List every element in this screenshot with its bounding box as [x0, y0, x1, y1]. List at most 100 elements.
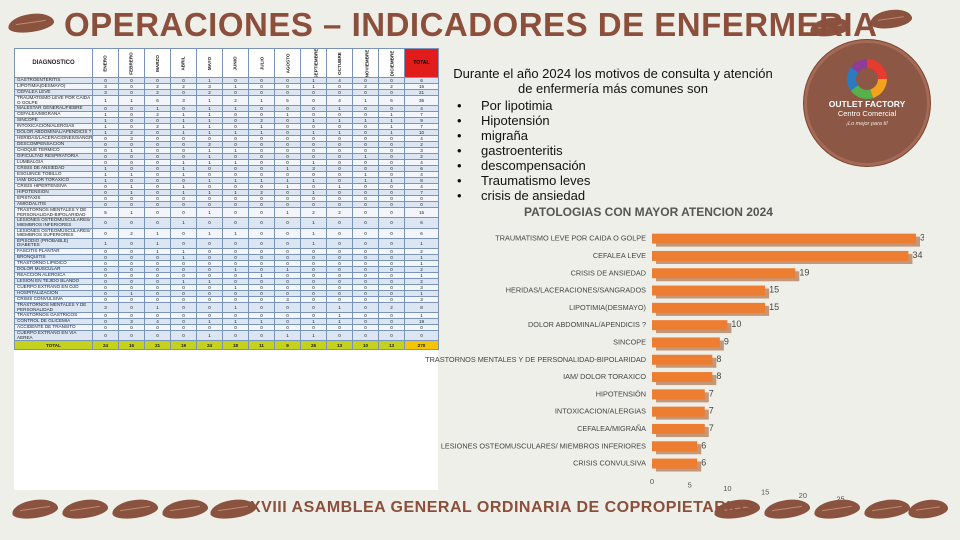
leaf-decoration [60, 496, 110, 522]
table-cell: 0 [274, 301, 301, 314]
table-cell: 0 [118, 330, 145, 342]
table-cell: 5 [92, 207, 119, 219]
column-header-label: DICIEMBRE [389, 50, 395, 76]
row-label: HERIDAS/LACERACIONES/SANGRADOS [14, 135, 93, 143]
table-row: DIFICULTAD RESPIRATORIA 0 0 0 0 1 0 0 0 0 0 1 0 2 [14, 153, 439, 161]
total-cell: 270 [404, 340, 439, 351]
bar [652, 285, 766, 296]
category-label: SINCOPE [613, 337, 646, 346]
data-label: 35 [920, 233, 924, 243]
column-header-label: ABRIL [180, 55, 186, 71]
diagnosis-table: DIAGNOSTICO ENERO FEBRERO MARZO ABRIL MAYO JUN… [14, 48, 439, 351]
data-label: 6 [701, 440, 706, 450]
data-label: 34 [912, 250, 922, 260]
table-cell: 0 [118, 217, 145, 229]
table-cell: 1 [300, 237, 327, 249]
table-cell: 1 [300, 217, 327, 229]
column-header-diagnostico: DIAGNOSTICO [14, 48, 93, 78]
total-cell: 13 [326, 340, 353, 351]
table-cell: 0 [196, 237, 223, 249]
summary-item: crisis de ansiedad [457, 188, 773, 203]
x-tick-label: 15 [761, 488, 769, 497]
total-cell: 10 [352, 340, 379, 351]
column-header-label: MAYO [206, 56, 212, 70]
data-label: 7 [709, 388, 714, 398]
table-cell: 1 [300, 330, 327, 342]
data-label: 10 [731, 319, 741, 329]
data-label: 7 [709, 423, 714, 433]
category-label: CRISIS DE ANSIEDAD [571, 268, 646, 277]
table-row: LIPOTIMIA(DESMAYO) 3 0 2 2 3 1 0 0 1 0 2 2 15 [14, 83, 439, 90]
table-cell: 0 [144, 330, 171, 342]
table-row: LESIONES OSTEOMUSCULARES/ MIEMBROS INFER… [14, 217, 439, 229]
table-cell: 0 [352, 301, 379, 314]
total-cell: 24 [196, 340, 223, 351]
column-header-month: NOVIEMBRE [352, 48, 379, 78]
table-cell: 0 [352, 217, 379, 229]
table-cell: 1 [300, 227, 327, 239]
column-header-label: FEBRERO [129, 51, 134, 75]
pathologies-bar-chart: PATOLOGIAS CON MAYOR ATENCION 2024 TRAUMA… [425, 205, 924, 500]
table-cell: 0 [222, 330, 249, 342]
table-cell: 0 [326, 237, 353, 249]
column-header-label: MARZO [155, 54, 160, 72]
table-cell: 0 [274, 217, 301, 229]
table-cell: 1 [404, 237, 439, 249]
table-row: CEFALEA LEVE 3 0 2 0 2 0 0 0 0 0 0 0 21 [14, 89, 439, 96]
category-label: TRAUMATISMO LEVE POR CAIDA O GOLPE [495, 234, 646, 243]
logo-subtitle: Centro Comercial [837, 109, 897, 118]
data-label: 8 [716, 354, 721, 364]
table-cell: 1 [274, 330, 301, 342]
logo-ring-icon [847, 59, 887, 99]
table-header-row: DIAGNOSTICO ENERO FEBRERO MARZO ABRIL MAYO JUN… [14, 48, 439, 78]
table-cell: 35 [404, 94, 439, 107]
leaf-decoration [10, 496, 60, 522]
category-label: DOLOR ABDOMINAL/APENDICIS ? [528, 320, 646, 329]
category-label: LESIONES OSTEOMUSCULARES/ MIEMBROS INFER… [441, 441, 646, 450]
column-header-label: SEPTIEMBRE [313, 48, 319, 78]
bar [652, 337, 720, 348]
table-cell: 1 [196, 94, 223, 107]
table-cell: 0 [300, 301, 327, 314]
leaf-decoration [812, 496, 862, 522]
table-row: TRASTORNOS MENTALES Y DE PERSONALIDAD-BI… [14, 207, 439, 219]
table-cell: 0 [248, 330, 275, 342]
data-label: 8 [716, 371, 721, 381]
table-row: MALESTAR GENERAL/FIEBRE 0 0 1 0 1 1 0 0 0 1 0 0 4 [14, 105, 439, 113]
table-cell: 8 [404, 301, 439, 314]
column-header-month: SEPTIEMBRE [300, 48, 327, 78]
chart-title: PATOLOGIAS CON MAYOR ATENCION 2024 [524, 205, 773, 219]
table-row: INTOXICACION/ALERGIAS 1 0 2 1 1 0 1 0 0 0 0 1 7 [14, 123, 439, 131]
x-tick-label: 25 [836, 495, 844, 500]
table-cell: 4 [326, 94, 353, 107]
column-header-month: ABRIL [170, 48, 197, 78]
category-label: IAM/ DOLOR TORAXICO [563, 372, 646, 381]
row-label: TRASTORNOS MENTALES Y DE PERSONALIDAD [14, 301, 93, 314]
table-cell: 0 [352, 330, 379, 342]
data-label: 7 [709, 406, 714, 416]
column-header-month: AGOSTO [274, 48, 301, 78]
table-row: TRAUMATISMO LEVE POR CAIDA O GOLPE 1 1 6 3 1 2… [14, 94, 439, 107]
table-row: CONTROL DE GLICEMIA 0 3 4 0 1 1 1 0 1 1 0 0 19 [14, 318, 439, 326]
leaf-decoration [160, 496, 210, 522]
summary-item: descompensación [457, 158, 773, 173]
table-cell: 0 [170, 330, 197, 342]
column-header-month: MARZO [144, 48, 171, 78]
table-cell: 1 [352, 94, 379, 107]
column-header-month: JULIO [248, 48, 275, 78]
category-label: CEFALEA LEVE [593, 251, 646, 260]
table-cell: 1 [118, 94, 145, 107]
table-cell: 1 [196, 227, 223, 239]
table-cell: 0 [92, 227, 119, 239]
table-cell: 0 [196, 217, 223, 229]
table-cell: 0 [326, 217, 353, 229]
category-label: LIPOTIMIA(DESMAYO) [569, 303, 646, 312]
table-cell: 0 [404, 330, 439, 342]
row-label: TRAUMATISMO LEVE POR CAIDA O GOLPE [14, 94, 93, 107]
table-cell: 0 [222, 237, 249, 249]
column-header-month: ENERO [92, 48, 119, 78]
total-cell: 9 [274, 340, 301, 351]
category-label: CEFALEA/MIGRAÑA [577, 424, 646, 433]
column-header-label: OCTUBRE [337, 51, 342, 75]
table-cell: 3 [170, 94, 197, 107]
